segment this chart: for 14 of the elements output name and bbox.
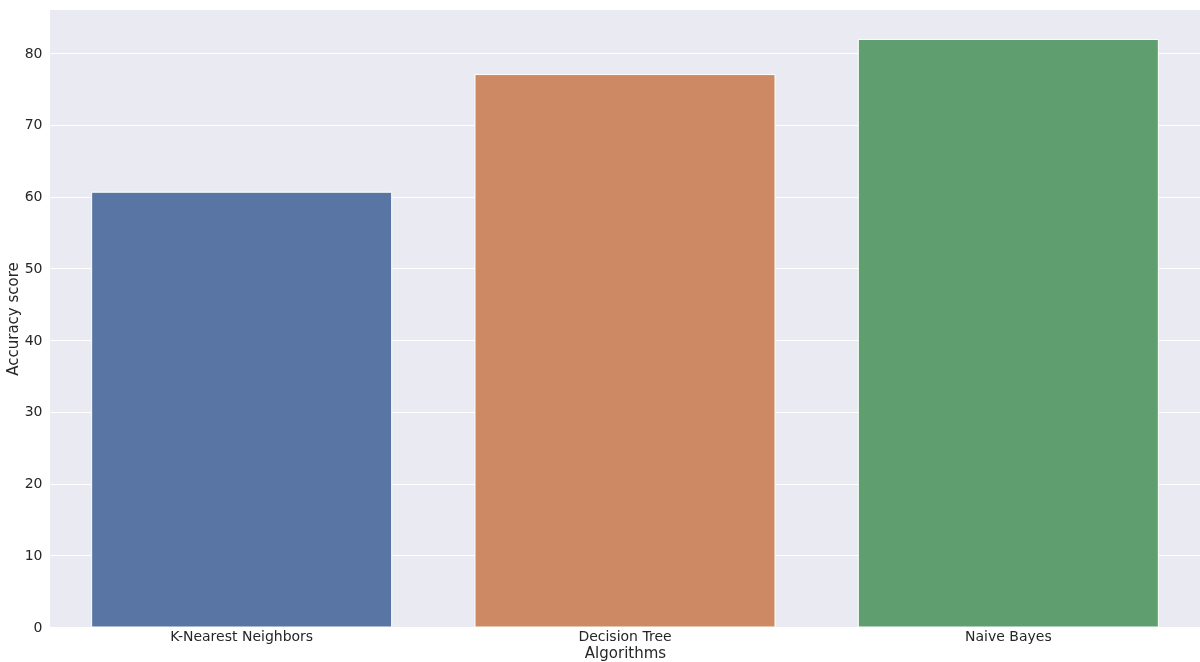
y-tick-label: 60 (24, 188, 43, 205)
x-axis-title: Algorithms (584, 643, 667, 662)
y-tick-label: 0 (33, 618, 43, 635)
y-axis-title: Accuracy score (3, 262, 22, 376)
x-tick-label: K-Nearest Neighbors (170, 627, 314, 644)
x-tick-label: Decision Tree (578, 627, 672, 644)
y-tick-label: 50 (24, 259, 43, 276)
x-tick-label: Naive Bayes (965, 627, 1052, 644)
y-tick-label: 80 (24, 44, 43, 61)
y-tick-label: 70 (24, 116, 43, 133)
y-tick-label: 40 (24, 331, 43, 348)
y-tick-label: 20 (24, 475, 43, 492)
y-tick-label: 10 (24, 546, 43, 563)
y-tick-label: 30 (24, 403, 43, 420)
